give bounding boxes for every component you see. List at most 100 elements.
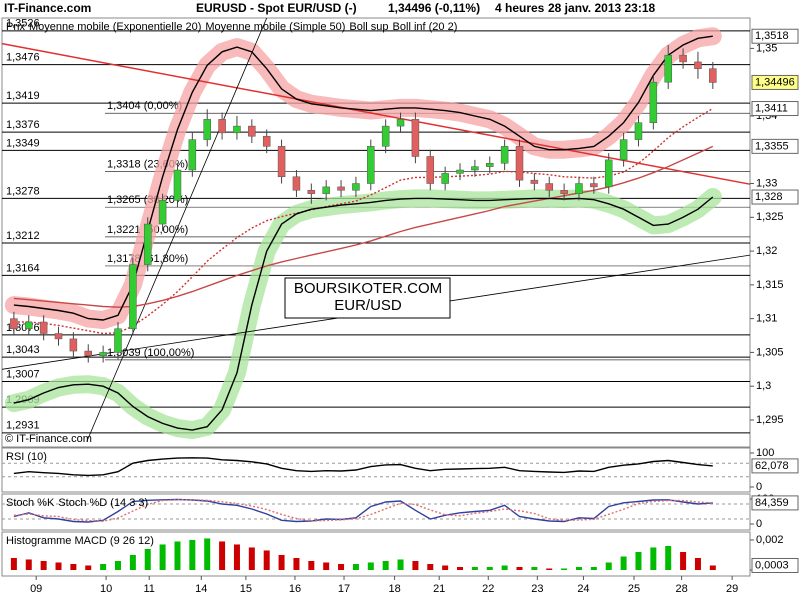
candle-body [500,146,509,164]
last-value-label: 0,0003 [755,559,789,571]
watermark-box [284,277,451,319]
last-value-box [751,28,799,44]
histogram-bar [100,563,107,570]
fibonacci-label: 1,3404 (0,00%) [107,100,182,112]
level-label: 1,3007 [6,368,40,380]
y-tick-label: 1,33 [756,177,777,189]
candle-body [233,125,241,134]
candle-body [679,54,687,63]
indicator-line [13,457,713,477]
x-tick-label: 17 [338,583,350,595]
candle-body [99,352,107,357]
level-label: 1,2931 [6,420,40,432]
candle-body [158,200,167,225]
legend-entry: Boll sup [349,21,388,33]
last-value-box [751,101,799,117]
histogram-bar [233,544,240,570]
candle-body [590,183,598,188]
y-tick-label: 100 [756,447,774,459]
candle-body [604,159,613,188]
x-tick-label: 14 [195,583,207,595]
histogram-bar [25,559,32,570]
panel-frame [1,17,751,448]
x-tick-label: 10 [100,583,112,595]
histogram-bar [412,560,419,570]
candle-body [486,163,494,167]
last-value-label: 1,3518 [755,30,789,42]
level-label: 1,3043 [6,344,40,356]
last-value-box [751,557,799,573]
candle-body [545,183,553,191]
candle-body [396,119,405,127]
candle-body [352,183,360,191]
watermark: EUR/USD [334,297,402,314]
candle-body [129,264,137,330]
y-tick-label: 1,31 [756,313,777,325]
candle-body [25,321,33,330]
legend-entry: Stoch %D (14 3 3) [58,497,148,509]
indicator-line [13,498,713,523]
x-tick-label: 16 [289,583,301,595]
last-value-box [751,138,799,154]
x-tick-label: 29 [726,583,738,595]
y-tick-label: 1,305 [756,346,784,358]
histogram-bar [144,548,151,570]
histogram-bar [114,560,121,570]
histogram-bar [471,566,478,570]
histogram-bar [680,551,687,570]
candle-body [441,173,449,184]
x-tick-label: 25 [628,583,640,595]
candle-body [292,176,301,191]
y-tick-label: 1,35 [756,42,777,54]
histogram-bar [635,551,642,570]
candle-body [694,61,702,69]
level-label: 1,3278 [6,185,40,197]
candle-body [322,186,330,194]
last-value-box [751,74,799,90]
candle-body [69,338,78,352]
candle-body [381,125,390,147]
histogram-bar [561,568,568,570]
legend-entry: RSI (10) [6,451,47,463]
level-label: 1,3164 [6,262,40,274]
y-tick-label: 1,325 [756,211,784,223]
y-tick-label: 1,3 [756,380,771,392]
trend-line [86,17,268,442]
last-value-label: 1,328 [755,191,783,203]
chart-title: EURUSD - Spot EUR/USD (-) [196,1,357,15]
histogram-bar [129,554,136,570]
level-label: 1,3349 [6,137,40,149]
candle-body [664,54,672,83]
x-tick-label: 18 [388,583,400,595]
legend-entry: Moyenne mobile (Exponentielle 20) [29,21,201,33]
histogram-bar [338,563,345,570]
x-tick-label: 15 [240,583,252,595]
candle-body [307,190,316,194]
histogram-bar [709,565,716,570]
date: 28 janv. 2013 23:18 [548,1,656,15]
histogram-bar [159,544,166,570]
level-label: 1,3476 [6,52,40,64]
candle-body [203,119,211,140]
last-value-box [751,495,799,511]
last-value-box [751,189,799,205]
histogram-bar [620,556,627,570]
x-tick-label: 23 [531,583,543,595]
legend-entry: Stoch %K [6,497,55,509]
last-value-label: 1,34496 [755,76,795,88]
histogram-bar [55,562,62,570]
histogram-bar [308,560,315,570]
histogram-bar [204,538,211,570]
candle-body [114,328,122,353]
y-tick-label: 0,002 [756,534,784,546]
x-tick-label: 09 [30,583,42,595]
last-value-label: 1,3355 [755,140,789,152]
trend-line [1,42,751,185]
candle-body [575,183,583,194]
histogram-bar [85,565,92,570]
histogram-bar [501,565,508,570]
histogram-bar [650,547,657,570]
last-value-label: 62,078 [755,460,789,472]
histogram-bar [248,547,255,570]
candle-body [188,139,197,171]
